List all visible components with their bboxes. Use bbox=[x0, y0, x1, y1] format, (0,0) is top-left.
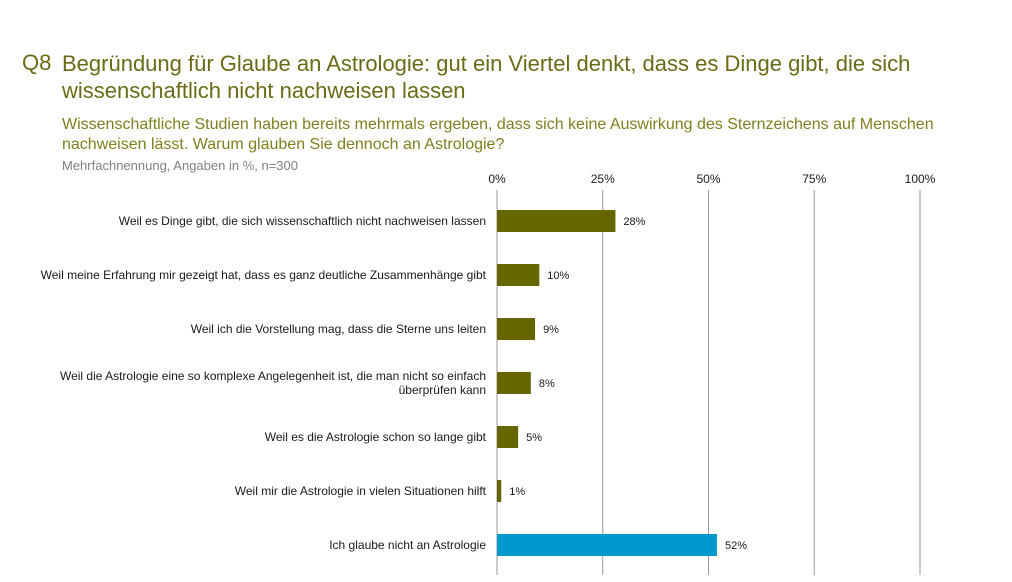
bar bbox=[497, 426, 519, 448]
data-label: 9% bbox=[543, 324, 559, 336]
data-label: 8% bbox=[539, 378, 555, 390]
category-label: Ich glaube nicht an Astrologie bbox=[329, 538, 486, 552]
tick-label: 75% bbox=[802, 172, 826, 186]
sample-note: Mehrfachnennung, Angaben in %, n=300 bbox=[62, 158, 298, 173]
data-label: 52% bbox=[725, 540, 747, 552]
bar bbox=[497, 264, 540, 286]
category-label: Weil mir die Astrologie in vielen Situat… bbox=[234, 484, 486, 498]
data-label: 5% bbox=[526, 432, 542, 444]
data-label: 1% bbox=[509, 486, 525, 498]
tick-label: 25% bbox=[591, 172, 615, 186]
data-label: 28% bbox=[623, 216, 645, 228]
category-label: Weil ich die Vorstellung mag, dass die S… bbox=[190, 322, 486, 336]
bar bbox=[497, 210, 616, 232]
category-label: Weil meine Erfahrung mir gezeigt hat, da… bbox=[40, 268, 486, 282]
question-number: Q8 bbox=[22, 50, 52, 75]
bar bbox=[497, 318, 536, 340]
tick-label: 50% bbox=[696, 172, 720, 186]
bar bbox=[497, 372, 531, 394]
slide-title: Begründung für Glaube an Astrologie: gut… bbox=[62, 51, 911, 103]
category-label: Weil die Astrologie eine so komplexe Ang… bbox=[59, 369, 486, 397]
data-label: 10% bbox=[547, 270, 569, 282]
category-label: Weil es die Astrologie schon so lange gi… bbox=[264, 430, 486, 444]
tick-label: 0% bbox=[488, 172, 506, 186]
slide-subtitle: Wissenschaftliche Studien haben bereits … bbox=[62, 116, 934, 153]
tick-label: 100% bbox=[905, 172, 936, 186]
bar bbox=[497, 534, 717, 556]
category-label: Weil es Dinge gibt, die sich wissenschaf… bbox=[118, 214, 486, 228]
bar bbox=[497, 480, 502, 502]
